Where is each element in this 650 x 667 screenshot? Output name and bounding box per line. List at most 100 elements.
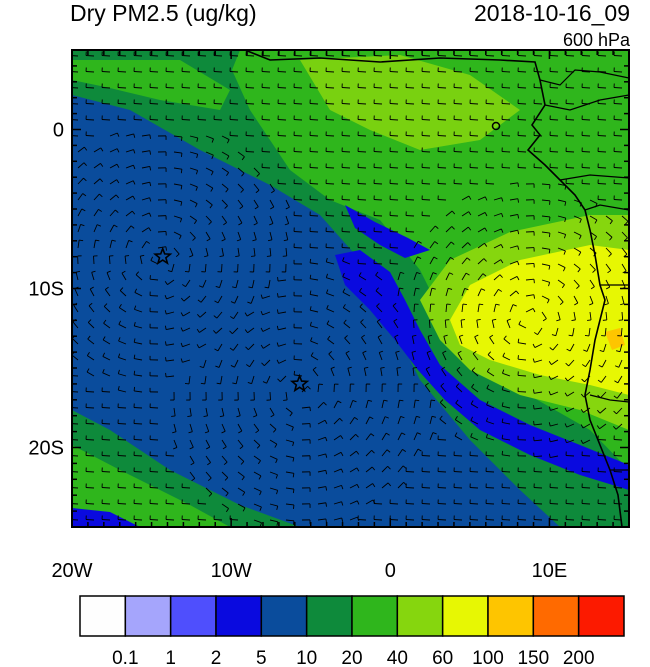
wind-barb xyxy=(613,455,623,457)
wind-barb xyxy=(233,311,239,319)
wind-barb xyxy=(293,359,303,361)
wind-barb xyxy=(373,519,383,521)
wind-barb xyxy=(166,375,175,378)
wind-barb xyxy=(456,369,463,377)
wind-barb-flag xyxy=(401,432,406,436)
wind-barb-flag xyxy=(250,255,256,257)
wind-barb xyxy=(293,119,303,121)
wind-barb-flag xyxy=(367,399,373,402)
wind-barb xyxy=(534,359,543,363)
wind-barb-flag xyxy=(584,334,590,337)
wind-barb xyxy=(278,295,287,298)
wind-barb-flag xyxy=(150,256,154,261)
wind-barb xyxy=(565,87,575,89)
wind-barb-flag xyxy=(95,239,100,242)
wind-barb xyxy=(581,471,591,473)
wind-barb xyxy=(294,374,303,377)
wind-barb xyxy=(181,119,191,121)
wind-barb-flag xyxy=(222,446,227,450)
wind-barb-flag xyxy=(362,350,367,354)
wind-barb xyxy=(237,455,245,462)
wind-barb xyxy=(437,55,447,57)
wind-barb xyxy=(72,375,79,377)
wind-barb xyxy=(461,304,464,313)
wind-barb xyxy=(237,487,246,493)
wind-barb xyxy=(189,247,194,256)
wind-barb xyxy=(309,135,319,137)
wind-barb xyxy=(550,423,559,427)
wind-barb xyxy=(309,231,319,233)
wind-barb xyxy=(429,256,435,265)
wind-barb-flag xyxy=(262,381,267,384)
wind-barb xyxy=(557,247,566,252)
wind-barb-flag xyxy=(79,239,84,242)
wind-barb-flag xyxy=(211,138,214,143)
island-marker xyxy=(491,121,501,131)
wind-barb xyxy=(166,311,175,315)
wind-barb xyxy=(135,274,143,281)
wind-barb xyxy=(517,519,527,521)
wind-barb-flag xyxy=(486,384,490,389)
wind-barb-flag xyxy=(271,190,275,194)
wind-barb-flag xyxy=(517,261,520,266)
wind-barb xyxy=(469,119,479,121)
wind-barb-flag xyxy=(484,243,488,247)
wind-barb xyxy=(549,119,559,121)
wind-barb xyxy=(309,167,319,169)
wind-barb xyxy=(109,194,117,201)
wind-barb xyxy=(277,183,287,185)
wind-barb xyxy=(216,311,223,319)
wind-barb xyxy=(583,391,591,398)
wind-barb-flag xyxy=(500,244,504,249)
wind-barb-flag xyxy=(180,327,184,332)
wind-barb xyxy=(437,519,447,521)
wind-barb xyxy=(425,368,431,377)
wind-barb-flag xyxy=(459,334,464,337)
wind-barb-flag xyxy=(325,453,328,458)
wind-barb xyxy=(317,469,326,473)
wind-barb xyxy=(489,337,495,345)
wind-barb-flag xyxy=(238,430,243,434)
wind-barb-flag xyxy=(380,366,385,369)
wind-barb xyxy=(589,311,592,320)
wind-barb xyxy=(621,215,629,222)
wind-barb xyxy=(437,183,447,185)
wind-barb xyxy=(104,289,111,297)
wind-barb xyxy=(501,167,511,169)
wind-barb-flag xyxy=(574,302,579,306)
wind-barb xyxy=(119,290,127,297)
wind-barb-flag xyxy=(171,415,176,417)
wind-barb xyxy=(204,375,207,384)
wind-barb-flag xyxy=(454,416,458,420)
wind-barb-flag xyxy=(180,185,183,190)
wind-barb xyxy=(173,199,182,203)
wind-barb xyxy=(310,262,319,265)
colorbar-swatch xyxy=(124,595,172,637)
wind-barb-flag xyxy=(105,286,109,290)
wind-barb-flag xyxy=(439,415,443,420)
wind-barb-flag xyxy=(277,293,279,298)
wind-barb-flag xyxy=(196,344,200,349)
wind-barb-flag xyxy=(323,402,327,406)
wind-barb xyxy=(253,503,262,508)
wind-barb-flag xyxy=(117,132,120,137)
wind-barb xyxy=(221,487,229,494)
wind-barb xyxy=(72,423,79,425)
wind-barb-flag xyxy=(324,420,328,425)
wind-barb-flag xyxy=(343,319,347,324)
wind-barb xyxy=(533,119,543,121)
wind-barb-flag xyxy=(548,233,551,238)
wind-barb-flag xyxy=(345,350,350,354)
wind-barb xyxy=(501,87,511,89)
wind-barb-flag xyxy=(417,432,422,435)
wind-barb-flag xyxy=(394,334,399,338)
colorbar-label: 40 xyxy=(387,648,408,667)
wind-barb-flag xyxy=(609,220,613,225)
wind-barb xyxy=(445,272,450,281)
wind-barb xyxy=(269,471,278,476)
wind-barb-flag xyxy=(253,415,258,418)
wind-barb xyxy=(245,151,255,153)
wind-barb xyxy=(133,103,143,105)
wind-barb xyxy=(189,183,198,188)
